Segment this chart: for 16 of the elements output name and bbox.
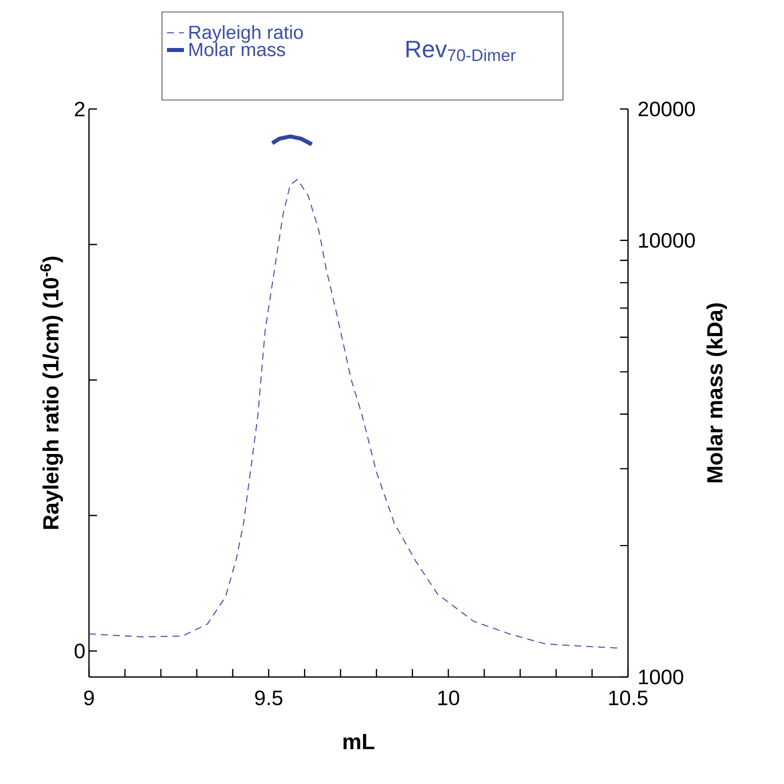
y2-tick-label: 10000: [639, 232, 695, 248]
text: Rev$_{70-Dimer}$: [406, 40, 516, 62]
y-tick-label: 2: [74, 102, 84, 116]
y2-tick-label: 1000: [639, 670, 684, 684]
y2-tick-label: 20000: [638, 102, 695, 116]
line-series: [270, 134, 314, 146]
legend-label: Rayleigh ratio: [189, 25, 303, 43]
y-axis-title: Rayleigh ratio (1/cm) (10$^{-6}$): [40, 256, 64, 529]
x-tick-label: 10: [438, 690, 460, 706]
x-tick-label: 10.5: [609, 690, 648, 706]
x-tick-label: 9: [84, 690, 94, 706]
y2-axis-title: Molar mass (kDa): [706, 303, 727, 482]
legend-label: Molar mass: [189, 42, 286, 56]
y-tick-label: 0: [74, 644, 85, 658]
x-axis-title: mL: [344, 734, 374, 750]
x-tick-label: 9.5: [255, 690, 282, 706]
